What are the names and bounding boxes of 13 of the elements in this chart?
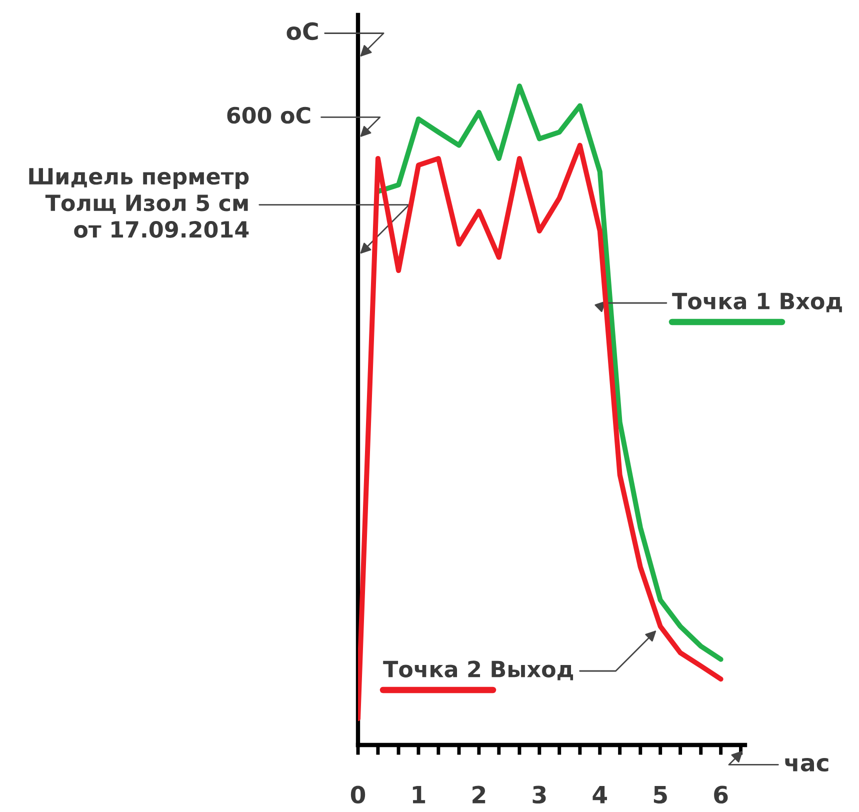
series-label: Точка 2 Выход bbox=[383, 660, 574, 680]
x-tick-label: 6 bbox=[714, 786, 728, 804]
y-axis-title: oC bbox=[286, 22, 318, 40]
x-tick-label: 1 bbox=[412, 786, 426, 804]
x-tick-label: 0 bbox=[350, 786, 366, 804]
x-tick-label: 2 bbox=[472, 786, 486, 804]
text: Точка 1 Вход bbox=[672, 292, 842, 312]
x-tick-label: 4 bbox=[592, 786, 608, 804]
x-axis-title: час bbox=[785, 758, 828, 772]
x-tick-label: 5 bbox=[654, 786, 667, 804]
x-tick-label: 3 bbox=[532, 786, 546, 804]
text: 600 oC bbox=[227, 106, 310, 124]
text: Шидель перметр Толщ Изол 5 см от 17.09.2014 bbox=[29, 168, 249, 238]
